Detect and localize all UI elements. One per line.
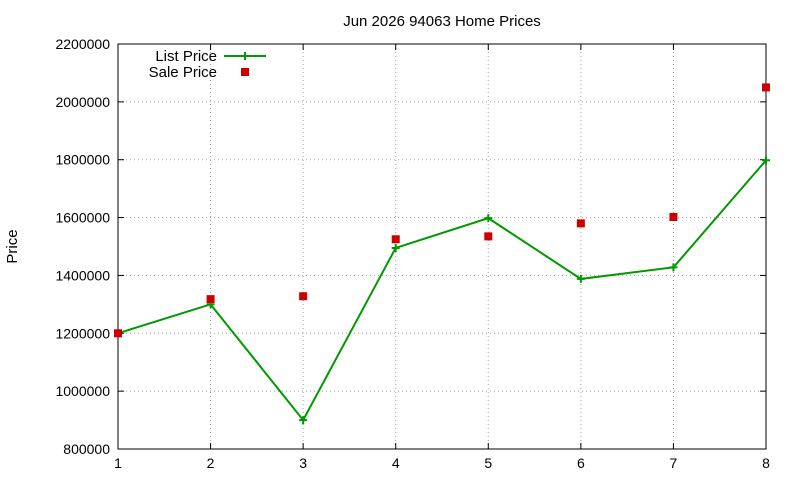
- data-point: [206, 295, 215, 304]
- legend-swatch-marker: [241, 68, 249, 76]
- data-point: [114, 329, 122, 338]
- axis-ticks: 800000 1000000 1200000 1400000 1600000 180000…: [55, 36, 770, 471]
- y-tick-label: 1000000: [55, 383, 110, 399]
- y-tick-label: 1400000: [55, 267, 110, 283]
- data-point: [484, 232, 493, 241]
- chart-title: Jun 2026 94063 Home Prices: [343, 13, 541, 30]
- x-tick-label: 3: [299, 455, 307, 471]
- y-tick-label: 1800000: [55, 152, 110, 168]
- data-point: [576, 219, 585, 228]
- data-point: [391, 235, 400, 244]
- y-tick-label: 800000: [63, 441, 110, 457]
- x-tick-label: 2: [207, 455, 215, 471]
- grid: [118, 44, 766, 449]
- x-tick-label: 8: [762, 455, 770, 471]
- x-tick-label: 7: [670, 455, 678, 471]
- data-point: [391, 243, 400, 252]
- y-tick-label: 1200000: [55, 325, 110, 341]
- data-point: [299, 416, 308, 425]
- x-tick-label: 6: [577, 455, 585, 471]
- data-point: [762, 156, 770, 165]
- y-tick-label: 2200000: [55, 36, 110, 52]
- data-point: [299, 292, 308, 301]
- y-tick-label: 2000000: [55, 94, 110, 110]
- y-axis-label: Price: [4, 229, 21, 263]
- data-point: [762, 83, 770, 92]
- data-point: [484, 214, 493, 223]
- series: [114, 83, 770, 425]
- data-point: [669, 212, 678, 221]
- plot-frame: [117, 43, 767, 450]
- series-line: [117, 159, 767, 422]
- legend-label: Sale Price: [149, 64, 217, 81]
- x-tick-label: 5: [484, 455, 492, 471]
- x-tick-label: 1: [114, 455, 122, 471]
- series-sale-price: [114, 83, 770, 338]
- legend-swatch-marker: [241, 52, 249, 60]
- series-list-price: [114, 156, 770, 425]
- data-point: [576, 274, 585, 283]
- legend-label: List Price: [155, 48, 217, 65]
- data-point: [669, 263, 678, 272]
- y-tick-label: 1600000: [55, 210, 110, 226]
- x-tick-label: 4: [392, 455, 400, 471]
